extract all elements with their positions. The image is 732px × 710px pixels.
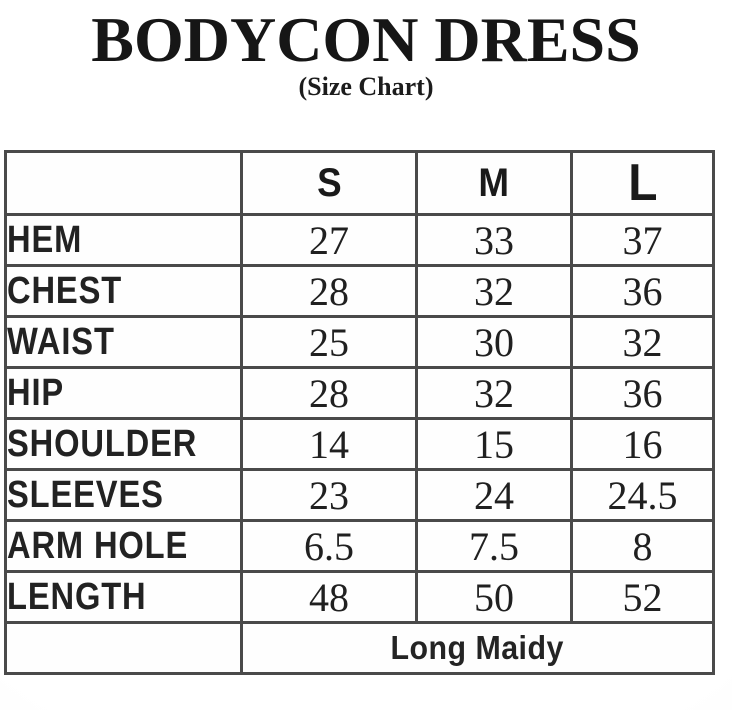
footer-row: Long Maidy xyxy=(4,621,715,675)
table-row-chest: CHEST 28 32 36 xyxy=(4,264,715,318)
table-row-length: LENGTH 48 50 52 xyxy=(4,570,715,624)
cell-hem-m: 33 xyxy=(415,213,573,267)
cell-chest-s: 28 xyxy=(240,264,418,318)
cell-length-l: 52 xyxy=(570,570,715,624)
cell-sleeves-m: 24 xyxy=(415,468,573,522)
column-header-m-label: M xyxy=(478,160,510,205)
table-row-waist: WAIST 25 30 32 xyxy=(4,315,715,369)
cell-sleeves-l: 24.5 xyxy=(570,468,715,522)
cell-arm-hole-s: 6.5 xyxy=(240,519,418,573)
cell-shoulder-m: 15 xyxy=(415,417,573,471)
header-row: S M L xyxy=(4,150,715,216)
column-header-s: S xyxy=(240,150,418,216)
cell-arm-hole-m: 7.5 xyxy=(415,519,573,573)
footer-blank-cell xyxy=(4,621,243,675)
cell-hip-m: 32 xyxy=(415,366,573,420)
page-subtitle: (Size Chart) xyxy=(298,72,434,101)
cell-length-m: 50 xyxy=(415,570,573,624)
cell-length-s: 48 xyxy=(240,570,418,624)
page-title: BODYCON DRESS xyxy=(91,4,641,75)
row-label-hip: HIP xyxy=(4,366,243,420)
table-row-shoulder: SHOULDER 14 15 16 xyxy=(4,417,715,471)
row-label-waist: WAIST xyxy=(4,315,243,369)
table-row-sleeves: SLEEVES 23 24 24.5 xyxy=(4,468,715,522)
row-label-shoulder: SHOULDER xyxy=(4,417,243,471)
cell-waist-m: 30 xyxy=(415,315,573,369)
cell-chest-l: 36 xyxy=(570,264,715,318)
row-label-sleeves: SLEEVES xyxy=(4,468,243,522)
cell-chest-m: 32 xyxy=(415,264,573,318)
row-label-chest: CHEST xyxy=(4,264,243,318)
cell-waist-s: 25 xyxy=(240,315,418,369)
row-label-length: LENGTH xyxy=(4,570,243,624)
cell-hem-s: 27 xyxy=(240,213,418,267)
cell-hip-s: 28 xyxy=(240,366,418,420)
cell-hip-l: 36 xyxy=(570,366,715,420)
cell-shoulder-l: 16 xyxy=(570,417,715,471)
table-row-hip: HIP 28 32 36 xyxy=(4,366,715,420)
cell-shoulder-s: 14 xyxy=(240,417,418,471)
footer-note-cell: Long Maidy xyxy=(240,621,715,675)
cell-hem-l: 37 xyxy=(570,213,715,267)
size-chart-table: S M L HEM 27 33 37 CHEST 28 32 36 WAIST … xyxy=(4,150,715,675)
column-header-m: M xyxy=(415,150,573,216)
cell-arm-hole-l: 8 xyxy=(570,519,715,573)
row-label-arm-hole: ARM HOLE xyxy=(4,519,243,573)
header-blank-cell xyxy=(4,150,243,216)
column-header-s-label: S xyxy=(316,160,342,205)
table-row-arm-hole: ARM HOLE 6.5 7.5 8 xyxy=(4,519,715,573)
cell-waist-l: 32 xyxy=(570,315,715,369)
column-header-l-label: L xyxy=(627,154,658,212)
footer-note-label: Long Maidy xyxy=(390,629,565,666)
table-row-hem: HEM 27 33 37 xyxy=(4,213,715,267)
column-header-l: L xyxy=(570,150,715,216)
cell-sleeves-s: 23 xyxy=(240,468,418,522)
row-label-hem: HEM xyxy=(4,213,243,267)
